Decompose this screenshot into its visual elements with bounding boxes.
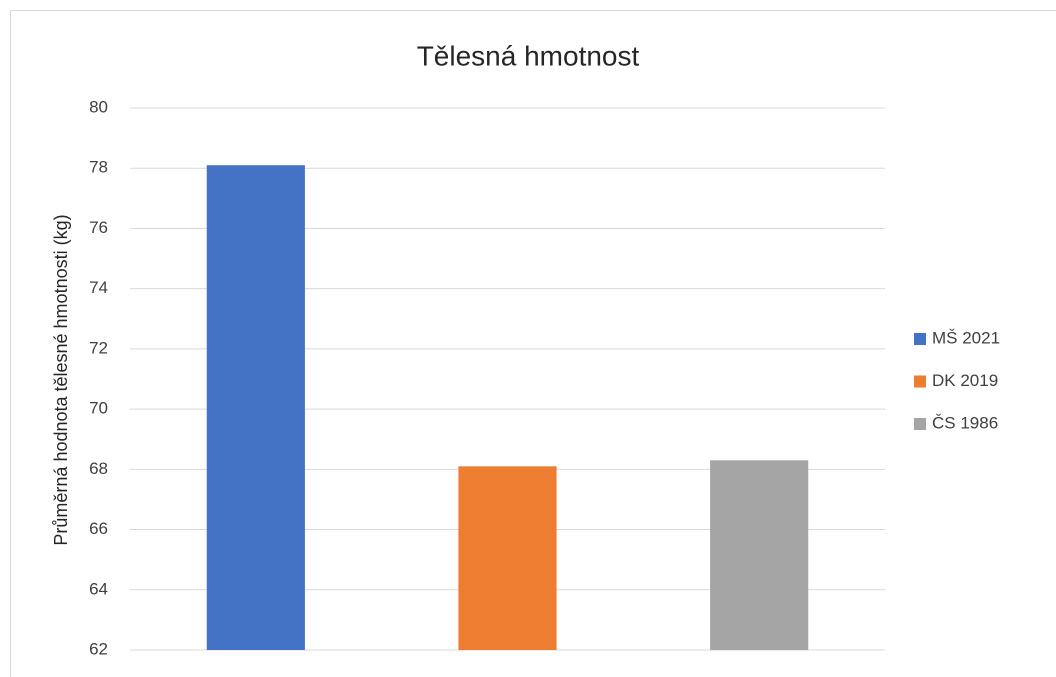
y-axis-title: Průměrná hodnota tělesné hmotnosti (kg) <box>51 214 71 545</box>
y-tick-label: 64 <box>89 579 108 598</box>
y-tick-label: 62 <box>89 639 108 658</box>
y-tick-label: 66 <box>89 519 108 538</box>
bar <box>206 165 305 650</box>
legend-swatch <box>914 375 926 388</box>
legend-label: DK 2019 <box>932 371 998 390</box>
legend-swatch <box>914 333 926 345</box>
y-tick-label: 68 <box>89 459 108 478</box>
y-tick-label: 70 <box>89 399 108 418</box>
bar <box>710 460 809 650</box>
legend-label: MŠ 2021 <box>932 328 1000 347</box>
chart-title: Tělesná hmotnost <box>417 40 640 71</box>
y-tick-label: 80 <box>89 97 108 116</box>
y-tick-label: 72 <box>89 338 108 357</box>
y-tick-label: 74 <box>89 278 108 297</box>
y-tick-label: 78 <box>89 158 108 177</box>
y-tick-label: 76 <box>89 218 108 237</box>
bar <box>458 466 557 650</box>
legend-label: ČS 1986 <box>932 413 998 432</box>
legend-swatch <box>914 418 926 430</box>
